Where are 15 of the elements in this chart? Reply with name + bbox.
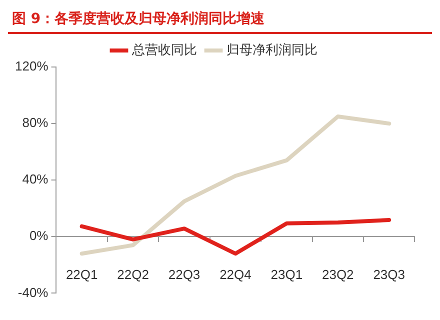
x-tick-label: 23Q1 bbox=[270, 267, 303, 282]
legend-label: 归母净利润同比 bbox=[226, 42, 318, 58]
y-tick-label: 120% bbox=[15, 58, 49, 74]
y-tick-label: -40% bbox=[18, 284, 49, 300]
chart-title: 图 9：各季度营收及归母净利润同比增速 bbox=[8, 8, 432, 34]
x-tick-label: 22Q3 bbox=[168, 267, 200, 282]
y-tick-label: 40% bbox=[22, 172, 49, 187]
x-tick-label: 22Q4 bbox=[220, 267, 252, 282]
y-tick-label: 80% bbox=[22, 115, 49, 130]
x-tick-label: 23Q2 bbox=[322, 267, 354, 282]
y-tick-label: 0% bbox=[29, 228, 49, 244]
x-tick-label: 22Q1 bbox=[66, 267, 98, 282]
legend-label: 总营收同比 bbox=[131, 42, 197, 58]
x-tick-label: 22Q2 bbox=[117, 267, 149, 282]
x-tick-label: 23Q3 bbox=[373, 267, 406, 282]
